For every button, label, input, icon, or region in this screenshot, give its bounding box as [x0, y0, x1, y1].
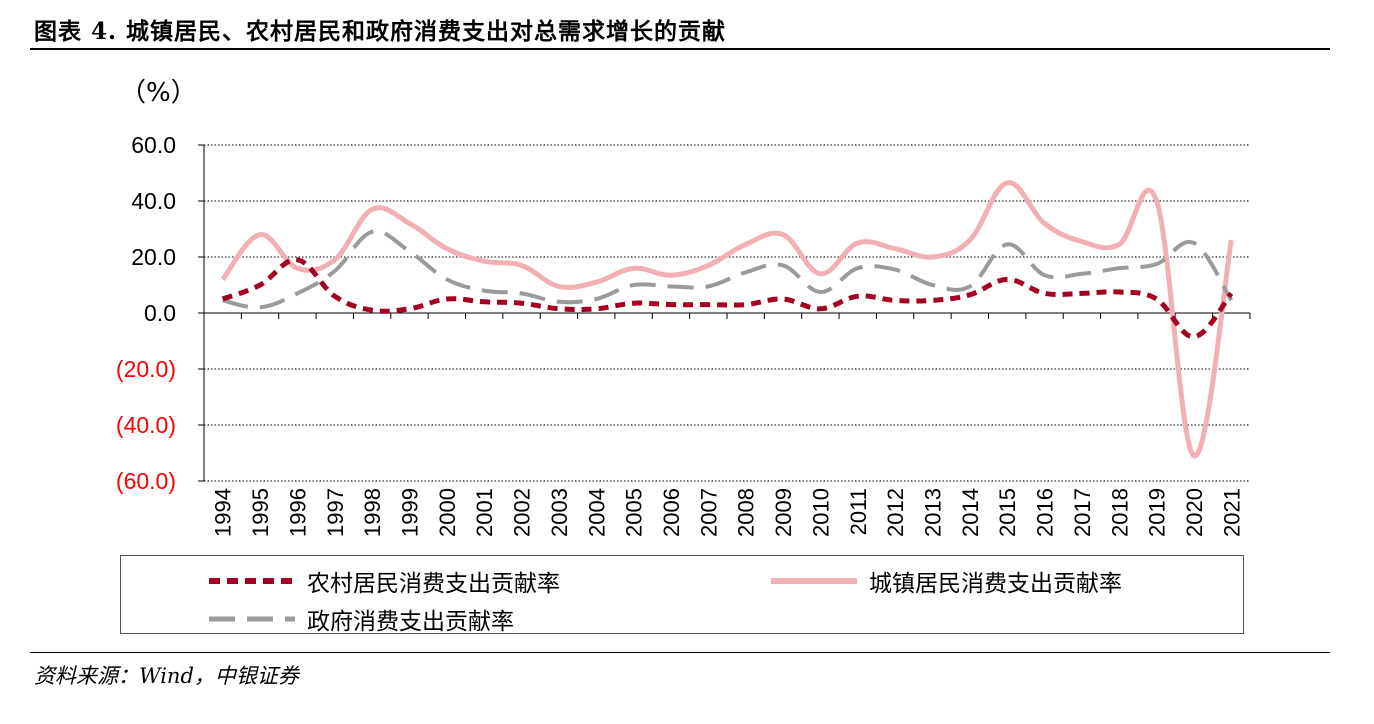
x-tick-label: 2020: [1182, 488, 1207, 537]
x-tick-label: 1996: [285, 488, 310, 537]
x-tick-label: 1999: [397, 488, 422, 537]
y-tick-label: (40.0): [116, 412, 176, 438]
x-tick-label: 2007: [696, 488, 721, 537]
legend-item-urban: 城镇居民消费支出贡献率: [769, 564, 1122, 598]
x-tick-label: 2000: [435, 488, 460, 537]
x-tick-label: 2015: [995, 488, 1020, 537]
x-tick-label: 2018: [1107, 488, 1132, 537]
x-tick-label: 2016: [1033, 488, 1058, 537]
x-tick-label: 2001: [472, 488, 497, 537]
x-tick-label: 2017: [1070, 488, 1095, 537]
series-lines: [220, 180, 1234, 459]
x-tick-label: 2003: [547, 488, 572, 537]
y-tick-label: 0.0: [144, 300, 176, 326]
x-tick-label: 2013: [920, 488, 945, 537]
legend-label-rural: 农村居民消费支出贡献率: [307, 571, 560, 597]
x-tick-label: 2005: [622, 488, 647, 537]
x-tick-label: 1997: [323, 488, 348, 537]
series-line-urban: [220, 180, 1234, 459]
legend-item-rural: 农村居民消费支出贡献率: [207, 564, 560, 598]
series-line-gov: [222, 229, 1234, 310]
legend-label-urban: 城镇居民消费支出贡献率: [869, 571, 1122, 597]
x-tick-label: 2009: [771, 488, 796, 537]
legend-swatch-urban: [771, 578, 857, 584]
y-tick-label: (20.0): [116, 356, 176, 382]
y-tick-label: 60.0: [131, 132, 176, 158]
y-unit-label: （%）: [120, 78, 197, 108]
y-tick-label: (60.0): [116, 468, 176, 494]
x-tick-label: 2021: [1219, 488, 1244, 537]
x-tick-label: 2019: [1145, 488, 1170, 537]
legend-label-gov: 政府消费支出贡献率: [307, 609, 514, 635]
axes: [198, 144, 1251, 482]
x-tick-label: 2002: [510, 488, 535, 537]
x-tick-label: 2014: [958, 488, 983, 537]
x-tick-label: 2006: [659, 488, 684, 537]
tick-labels: 60.0 40.0 20.0 0.0 (20.0) (40.0) (60.0) 1994 199…: [116, 132, 1244, 537]
y-tick-label: 40.0: [131, 188, 176, 214]
title-rule: [30, 48, 1330, 50]
x-tick-label: 2008: [734, 488, 759, 537]
x-tick-label: 2011: [846, 488, 871, 535]
legend-swatch-rural: [209, 578, 295, 584]
x-tick-label: 1995: [248, 488, 273, 537]
y-tick-label: 20.0: [131, 244, 176, 270]
x-tick-label: 2012: [883, 488, 908, 537]
source-note: 资料来源：Wind，中银证券: [34, 664, 299, 688]
x-tick-label: 2004: [584, 488, 609, 537]
chart-legend: 农村居民消费支出贡献率 城镇居民消费支出贡献率 政府消费支出贡献率: [120, 555, 1244, 636]
x-tick-label: 2010: [808, 488, 833, 537]
footer-rule: [30, 652, 1330, 653]
figure-title: 图表 4. 城镇居民、农村居民和政府消费支出对总需求增长的贡献: [34, 18, 727, 45]
series-line-rural: [221, 257, 1234, 340]
legend-swatch-gov: [209, 616, 295, 622]
x-tick-label: 1998: [360, 488, 385, 537]
legend-item-gov: 政府消费支出贡献率: [207, 602, 514, 636]
x-tick-label: 1994: [211, 488, 236, 537]
